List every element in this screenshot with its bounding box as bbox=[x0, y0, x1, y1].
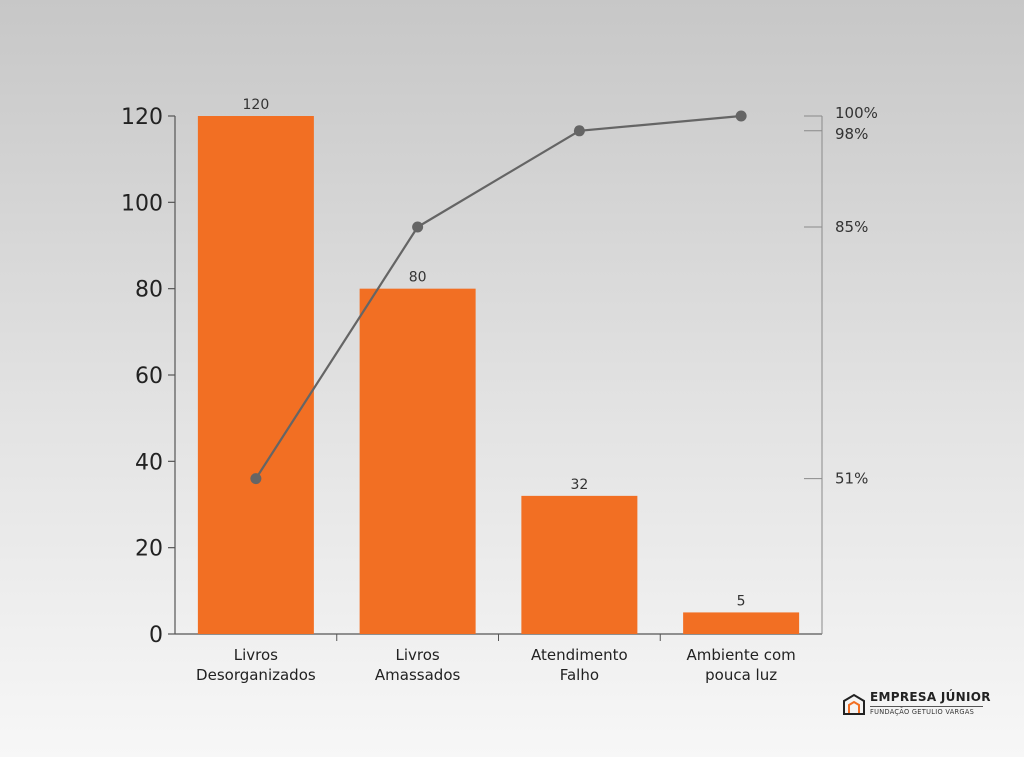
labels: 0 20 40 60 80 100 120 51% 85% 98% 100% 120 80 32 5 Livr… bbox=[121, 97, 878, 684]
y-right-tick-label: 85% bbox=[835, 218, 868, 236]
x-tick-label: Livros bbox=[234, 646, 278, 664]
bar-data-label: 120 bbox=[243, 97, 270, 113]
bar bbox=[197, 116, 314, 634]
bar-data-label: 80 bbox=[409, 270, 427, 286]
x-tick-label: Atendimento bbox=[531, 646, 628, 664]
y-right-tick-label: 100% bbox=[835, 104, 878, 122]
x-tick-label: Amassados bbox=[375, 666, 461, 684]
y-tick-label: 80 bbox=[135, 278, 163, 303]
line-point bbox=[250, 473, 262, 485]
line-point bbox=[412, 221, 424, 233]
bars bbox=[197, 116, 800, 634]
y-tick-label: 40 bbox=[135, 450, 163, 475]
bar bbox=[521, 495, 638, 634]
y-tick-label: 100 bbox=[121, 191, 163, 216]
y-tick-label: 20 bbox=[135, 537, 163, 562]
logo-divider bbox=[870, 706, 983, 707]
line-point bbox=[573, 125, 585, 137]
x-tick-label: pouca luz bbox=[705, 666, 777, 684]
line-point bbox=[735, 110, 747, 122]
y-right-tick-label: 51% bbox=[835, 470, 868, 488]
bar bbox=[683, 612, 800, 634]
logo-title: EMPRESA JÚNIOR bbox=[870, 690, 991, 704]
y-tick-label: 0 bbox=[149, 623, 163, 648]
x-tick-label: Ambiente com bbox=[687, 646, 796, 664]
bar bbox=[359, 288, 476, 634]
y-tick-label: 60 bbox=[135, 364, 163, 389]
bar-data-label: 32 bbox=[570, 477, 588, 493]
cumulative-line-path bbox=[254, 114, 742, 480]
logo-subtitle: FUNDAÇÃO GETULIO VARGAS bbox=[870, 708, 975, 716]
cumulative-line bbox=[250, 110, 747, 485]
y-tick-label: 120 bbox=[121, 105, 163, 130]
x-tick-label: Falho bbox=[560, 666, 599, 684]
bar-data-label: 5 bbox=[737, 593, 746, 609]
y-right-tick-label: 98% bbox=[835, 125, 868, 143]
brand-logo: EMPRESA JÚNIOR FUNDAÇÃO GETULIO VARGAS bbox=[842, 690, 992, 720]
x-tick-label: Desorganizados bbox=[196, 666, 316, 684]
x-tick-label: Livros bbox=[396, 646, 440, 664]
building-icon bbox=[843, 693, 865, 715]
